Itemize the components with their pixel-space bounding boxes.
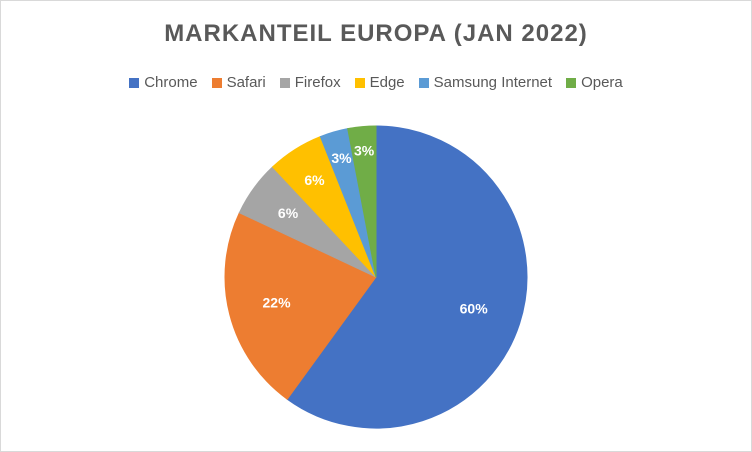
chart-title: MARKANTEIL EUROPA (JAN 2022) bbox=[164, 20, 588, 47]
legend-swatch-samsung-internet bbox=[418, 77, 429, 88]
pie-labels: 60% 22% 6% 6% 3% 3% bbox=[263, 143, 489, 317]
legend-label-opera: Opera bbox=[581, 74, 623, 91]
pie-slices bbox=[224, 125, 528, 429]
legend-label-chrome: Chrome bbox=[144, 74, 198, 91]
legend-item-chrome: Chrome bbox=[129, 74, 198, 91]
legend-label-samsung-internet: Samsung Internet bbox=[433, 74, 553, 91]
legend-swatch-edge bbox=[354, 77, 365, 88]
legend-item-firefox: Firefox bbox=[279, 74, 341, 91]
legend-swatch-safari bbox=[211, 77, 222, 88]
data-label-edge: 6% bbox=[304, 172, 325, 188]
data-label-firefox: 6% bbox=[278, 205, 299, 221]
legend-label-firefox: Firefox bbox=[294, 74, 341, 91]
legend: Chrome Safari Firefox Edge Samsung Inter… bbox=[0, 74, 752, 91]
pie-slice-chrome bbox=[286, 125, 528, 429]
legend-item-safari: Safari bbox=[211, 74, 266, 91]
legend-item-opera: Opera bbox=[566, 74, 623, 91]
legend-swatch-firefox bbox=[279, 77, 290, 88]
data-label-opera: 3% bbox=[354, 143, 375, 159]
pie-slice-opera bbox=[347, 125, 377, 278]
legend-swatch-opera bbox=[566, 77, 577, 88]
data-label-samsung-internet: 3% bbox=[331, 150, 352, 166]
legend-item-edge: Edge bbox=[354, 74, 405, 91]
data-label-chrome: 60% bbox=[460, 301, 489, 317]
legend-label-safari: Safari bbox=[226, 74, 266, 91]
data-label-safari: 22% bbox=[263, 295, 292, 311]
legend-swatch-chrome bbox=[129, 77, 140, 88]
legend-item-samsung-internet: Samsung Internet bbox=[418, 74, 553, 91]
legend-label-edge: Edge bbox=[369, 74, 405, 91]
